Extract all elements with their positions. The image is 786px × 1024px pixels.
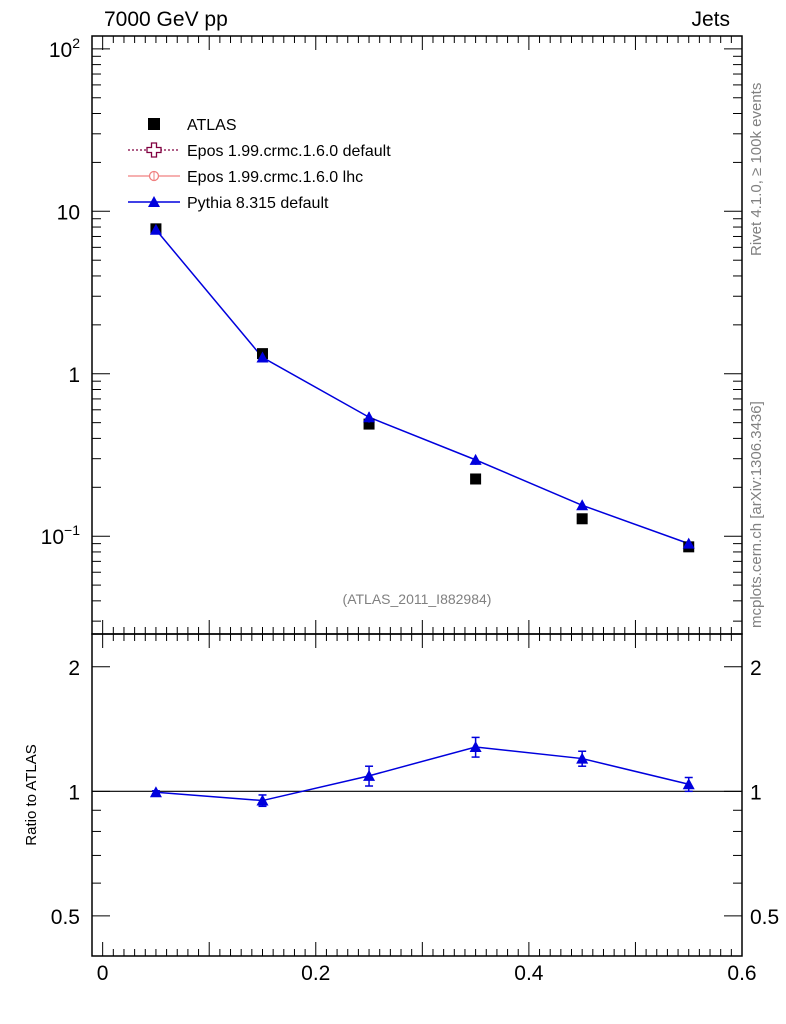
atlas-data-point — [576, 513, 588, 525]
ratio-y-tick-label: 1 — [68, 781, 80, 804]
y-tick-label: 10−1 — [41, 522, 81, 549]
legend-marker-epos-default — [146, 142, 162, 158]
ratio-y-tick-label-right: 0.5 — [750, 906, 779, 929]
legend-marker-pythia — [148, 196, 160, 207]
ratio-y-tick-label: 2 — [68, 657, 80, 680]
ratio-data-point — [469, 740, 482, 752]
plot-title-left: 7000 GeV pp — [104, 8, 228, 31]
atlas-data-point — [470, 473, 482, 485]
ratio-data-point — [363, 769, 376, 781]
atlas-data-point — [363, 418, 375, 430]
y-tick-label: 1 — [68, 364, 80, 387]
ratio-pythia-line — [155, 746, 689, 802]
x-tick-label: 0.4 — [514, 962, 544, 985]
analysis-watermark: (ATLAS_2011_I882984) — [343, 591, 492, 607]
x-tick-label: 0 — [97, 962, 109, 985]
y-tick-label: 10 — [57, 201, 80, 224]
ratio-y-tick-label-right: 1 — [750, 781, 762, 804]
ratio-y-tick-label-right: 2 — [750, 657, 762, 680]
ratio-data-point — [149, 786, 162, 798]
pythia-data-point — [149, 223, 162, 235]
x-tick-label: 0.2 — [301, 962, 330, 985]
ratio-data-point — [256, 794, 269, 806]
legend-label: Epos 1.99.crmc.1.6.0 lhc — [187, 169, 363, 186]
ratio-panel-frame — [91, 633, 743, 957]
ratio-y-tick-label: 0.5 — [51, 906, 80, 929]
pythia-series-line — [155, 229, 689, 545]
legend-label: Epos 1.99.crmc.1.6.0 default — [187, 143, 391, 160]
pythia-data-point — [256, 351, 269, 363]
y-tick-label: 102 — [49, 35, 80, 62]
ratio-data-point — [576, 752, 589, 764]
plot-title-right: Jets — [691, 8, 730, 31]
pythia-data-point — [469, 453, 482, 465]
pythia-data-point — [682, 537, 695, 549]
pythia-data-point — [363, 411, 376, 423]
legend-label: Pythia 8.315 default — [187, 195, 329, 212]
legend-marker-atlas — [148, 118, 160, 130]
legend-label: ATLAS — [187, 117, 237, 134]
ratio-y-axis-label: Ratio to ATLAS — [23, 744, 40, 845]
ratio-data-point — [682, 778, 695, 790]
pythia-data-point — [576, 499, 589, 511]
x-tick-label: 0.6 — [727, 962, 756, 985]
